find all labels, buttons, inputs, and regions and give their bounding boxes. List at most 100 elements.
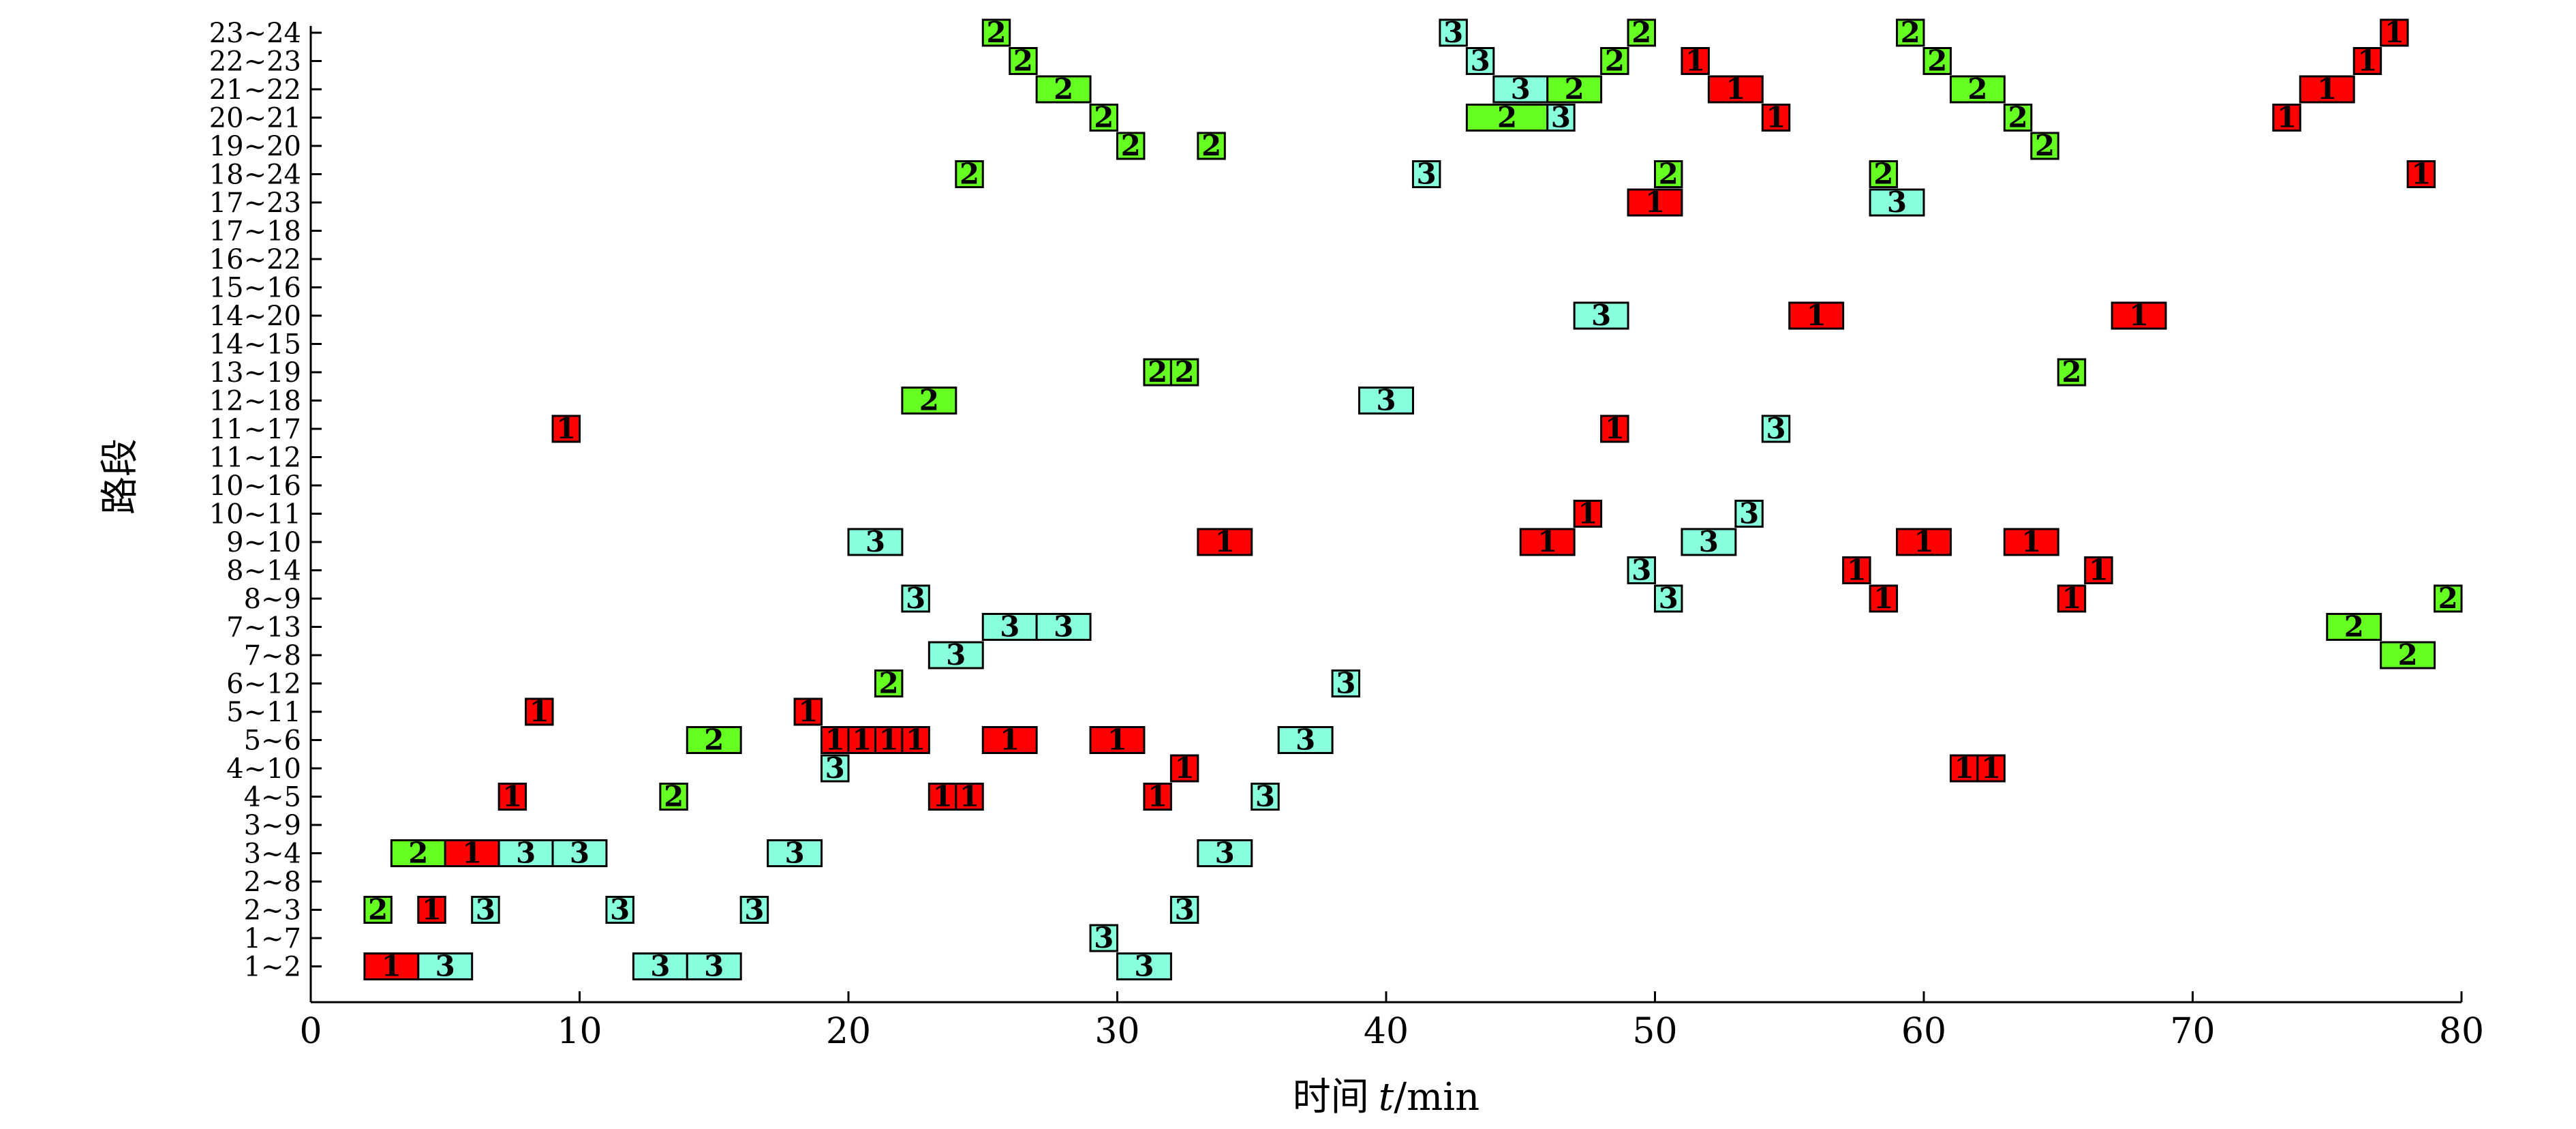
y-tick-label: 2~3 — [244, 895, 301, 927]
bar-23~24: 2 — [981, 16, 1011, 49]
y-tick-label: 8~9 — [244, 584, 301, 615]
bar-label: 1 — [1578, 497, 1597, 530]
x-tick-label: 50 — [1632, 1011, 1677, 1052]
y-tick-label: 5~6 — [244, 725, 301, 757]
y-tick-label: 19~20 — [209, 131, 301, 162]
bar-label: 1 — [1954, 751, 1974, 785]
bar-label: 2 — [368, 893, 388, 927]
bar-rect — [686, 952, 742, 980]
bar-label: 2 — [879, 667, 899, 700]
bar-rect — [1654, 160, 1683, 188]
bar-rect — [1143, 783, 1172, 811]
bar-1~2: 3 — [632, 950, 688, 983]
bar-label: 2 — [1967, 72, 1987, 106]
bar-rect — [981, 726, 1038, 754]
bar-rect — [1761, 104, 1791, 132]
bar-11~17: 1 — [1600, 412, 1629, 445]
bar-rect — [739, 896, 769, 924]
bar-rect — [2299, 75, 2355, 104]
bar-label: 2 — [2061, 355, 2081, 389]
x-tick-label: 70 — [2170, 1011, 2215, 1052]
bar-1~2: 3 — [1116, 950, 1172, 983]
bar-label: 2 — [1497, 101, 1517, 134]
bar-label: 2 — [1927, 44, 1947, 78]
bar-5~6: 1 — [981, 723, 1038, 757]
bar-rect — [1519, 528, 1576, 556]
bar-label: 2 — [2438, 582, 2458, 615]
x-tick-label: 10 — [557, 1011, 602, 1052]
y-tick-label: 8~14 — [226, 556, 301, 587]
bar-rect — [1681, 47, 1710, 75]
bar-rect — [497, 783, 527, 811]
bar-label: 2 — [664, 780, 684, 813]
bar-18~24: 3 — [1411, 157, 1441, 191]
bar-22~23: 2 — [1600, 44, 1629, 78]
y-tick-label: 10~11 — [209, 499, 301, 530]
bar-8~14: 3 — [1627, 554, 1657, 587]
bar-label: 3 — [1295, 723, 1315, 757]
bar-label: 3 — [1054, 610, 1073, 644]
bar-label: 3 — [1511, 72, 1531, 106]
bar-9~10: 1 — [1519, 525, 1576, 558]
x-tick-label: 40 — [1364, 1011, 1409, 1052]
bar-label: 1 — [1645, 185, 1665, 219]
y-tick-label: 4~10 — [226, 753, 301, 785]
bar-label: 2 — [2035, 129, 2055, 162]
bar-rect — [1681, 528, 1737, 556]
bar-9~10: 1 — [2003, 525, 2059, 558]
bar-1~2: 1 — [363, 950, 420, 983]
bar-18~24: 2 — [1869, 157, 1899, 191]
bar-2~3: 3 — [1169, 893, 1199, 927]
bar-rect — [1197, 132, 1226, 160]
bar-5~6: 1 — [874, 723, 904, 757]
bar-8~9: 2 — [2434, 582, 2463, 615]
bar-label: 1 — [2089, 554, 2109, 587]
bar-rect — [2352, 47, 2382, 75]
bar-5~6: 1 — [901, 723, 930, 757]
bar-23~24: 1 — [2380, 16, 2409, 49]
bar-rect — [363, 896, 393, 924]
bar-rect — [981, 613, 1038, 641]
bar-1~2: 3 — [686, 950, 742, 983]
bar-label: 3 — [865, 525, 885, 558]
bar-label: 3 — [1766, 412, 1785, 445]
bar-19~20: 2 — [1116, 129, 1146, 162]
bar-4~10: 1 — [1976, 751, 2006, 785]
bar-20~21: 2 — [1089, 101, 1119, 134]
bar-rect — [632, 952, 688, 980]
bar-label: 3 — [476, 893, 495, 927]
bars-layer: 1 3 3 3 332 1 3 3 3 32 1 3 3 3 31 2 1 1 1 33 1 1 12 1 1 1 1 1 1 31 12 3… — [363, 16, 2463, 983]
bar-label: 2 — [1054, 72, 1073, 106]
bar-label: 3 — [1591, 299, 1611, 332]
bar-rect — [1842, 556, 1871, 584]
bar-rect — [1009, 47, 1038, 75]
bar-rect — [1546, 75, 1603, 104]
bar-4~5: 2 — [659, 780, 688, 813]
y-tick-label: 21~22 — [209, 74, 301, 106]
bar-rect — [1465, 104, 1549, 132]
bar-label: 3 — [1887, 185, 1907, 219]
bar-8~14: 1 — [1842, 554, 1871, 587]
bar-19~20: 2 — [1197, 129, 1226, 162]
bar-label: 3 — [906, 582, 925, 615]
bar-9~10: 1 — [1197, 525, 1253, 558]
bar-4~10: 1 — [1949, 751, 1979, 785]
bar-rect — [1116, 952, 1172, 980]
bar-21~22: 1 — [1707, 72, 1764, 106]
bar-5~6: 3 — [1277, 723, 1334, 757]
bar-rect — [2380, 18, 2409, 47]
bar-rect — [1573, 500, 1603, 528]
bar-1~7: 3 — [1089, 921, 1119, 954]
bar-label: 1 — [502, 780, 522, 813]
bar-label: 1 — [2061, 582, 2081, 615]
y-tick-label: 10~16 — [209, 470, 301, 502]
bar-10~11: 1 — [1573, 497, 1603, 530]
bar-1~2: 3 — [417, 950, 474, 983]
bar-rect — [363, 952, 420, 980]
bar-rect — [1169, 754, 1199, 783]
bar-14~20: 3 — [1573, 299, 1629, 332]
bar-rect — [901, 726, 930, 754]
x-tick-label: 30 — [1094, 1011, 1139, 1052]
